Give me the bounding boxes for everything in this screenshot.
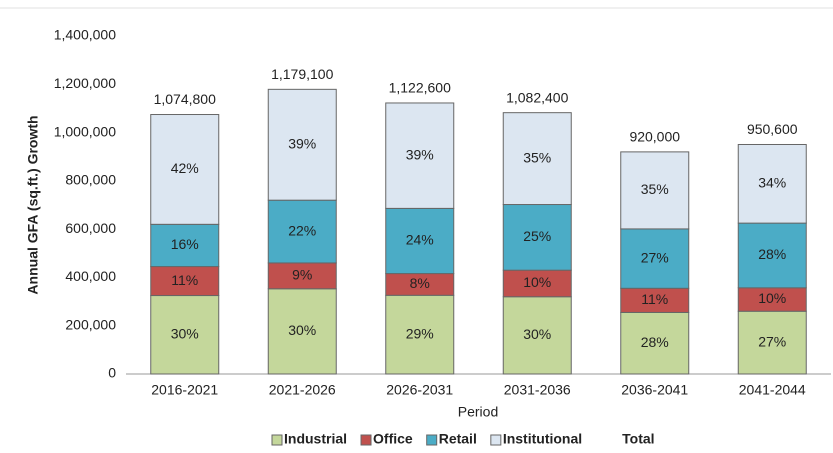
x-tick-label: 2021-2026 <box>269 382 336 398</box>
bar-segment <box>150 295 220 375</box>
bar-segment <box>620 151 690 230</box>
total-label: 1,074,800 <box>154 91 216 107</box>
bar-segment <box>385 102 455 209</box>
data-label: 9% <box>292 267 312 283</box>
legend-label: Office <box>373 431 413 447</box>
data-label: 8% <box>410 275 430 291</box>
data-label: 11% <box>171 272 198 288</box>
data-label: 27% <box>758 333 786 349</box>
bar-segment <box>502 296 572 375</box>
y-tick-label: 1,200,000 <box>54 75 116 91</box>
y-tick-label: 1,000,000 <box>54 123 116 139</box>
bar-segment <box>385 294 455 375</box>
x-tick-label: 2036-2041 <box>621 382 688 398</box>
data-label: 28% <box>641 334 669 350</box>
total-label: 1,122,600 <box>389 80 451 96</box>
data-label: 30% <box>523 326 551 342</box>
data-label: 29% <box>406 325 434 341</box>
y-tick-label: 200,000 <box>65 316 116 332</box>
data-label: 11% <box>641 291 668 307</box>
bar-segment <box>620 311 690 375</box>
data-label: 10% <box>523 274 551 290</box>
y-tick-label: 1,400,000 <box>54 27 116 43</box>
total-label: 950,600 <box>747 121 798 137</box>
data-label: 16% <box>171 236 199 252</box>
y-tick-label: 800,000 <box>65 172 116 188</box>
y-tick-label: 600,000 <box>65 220 116 236</box>
legend-label: Total <box>622 431 654 447</box>
legend-swatch <box>360 434 372 446</box>
bar-segment <box>385 207 455 275</box>
y-tick-label: 0 <box>108 365 116 381</box>
bar-segment <box>620 287 690 313</box>
data-label: 39% <box>406 146 434 162</box>
data-label: 34% <box>758 175 786 191</box>
bar-segment <box>737 143 807 224</box>
bar-segment <box>502 204 572 271</box>
data-label: 30% <box>171 325 199 341</box>
bar-segment <box>502 269 572 298</box>
bar-segment <box>502 112 572 206</box>
legend-label: Industrial <box>284 431 347 447</box>
legend-label: Retail <box>439 431 477 447</box>
bar-segment <box>620 228 690 289</box>
total-label: 1,179,100 <box>271 66 333 82</box>
data-label: 22% <box>288 222 316 238</box>
bar-segment <box>150 223 220 268</box>
data-label: 42% <box>171 160 199 176</box>
total-label: 920,000 <box>629 129 680 145</box>
data-label: 25% <box>523 228 551 244</box>
x-axis-label: Period <box>458 404 498 420</box>
data-label: 28% <box>758 246 786 262</box>
bar-segment <box>737 310 807 375</box>
x-tick-label: 2016-2021 <box>151 382 218 398</box>
legend-swatch <box>271 434 283 446</box>
x-tick-label: 2031-2036 <box>504 382 571 398</box>
y-tick-label: 400,000 <box>65 268 116 284</box>
data-label: 30% <box>288 322 316 338</box>
data-label: 10% <box>758 290 786 306</box>
legend-label: Institutional <box>503 431 582 447</box>
bar-segment <box>267 88 337 201</box>
data-label: 27% <box>641 249 669 265</box>
data-label: 24% <box>406 232 434 248</box>
legend-swatch <box>426 434 438 446</box>
legend-swatch <box>490 434 502 446</box>
total-label: 1,082,400 <box>506 89 568 105</box>
bar-segment <box>267 262 337 290</box>
data-label: 39% <box>288 135 316 151</box>
data-label: 35% <box>523 149 551 165</box>
bar-segment <box>267 199 337 264</box>
bar-segment <box>150 114 220 225</box>
bar-segment <box>737 222 807 289</box>
y-axis-label: Annual GFA (sq.ft.) Growth <box>25 115 41 294</box>
bar-segment <box>267 288 337 375</box>
x-tick-label: 2026-2031 <box>386 382 453 398</box>
x-tick-label: 2041-2044 <box>739 382 806 398</box>
data-label: 35% <box>641 181 669 197</box>
